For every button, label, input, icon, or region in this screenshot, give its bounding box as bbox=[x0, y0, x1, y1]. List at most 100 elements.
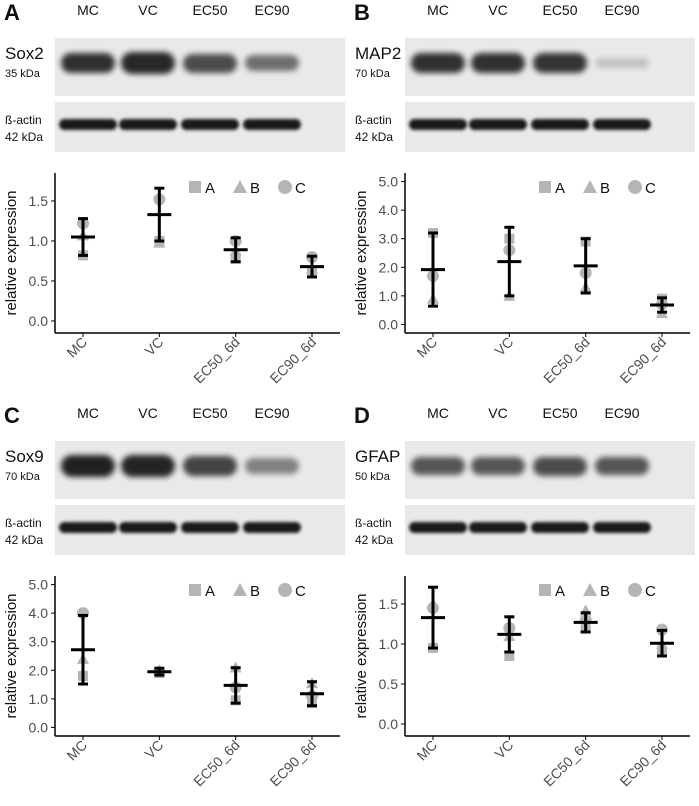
legend-triangle-icon bbox=[233, 180, 247, 193]
protein-band bbox=[245, 458, 299, 474]
protein-band bbox=[61, 455, 115, 477]
protein-band bbox=[183, 456, 237, 476]
expression-chart: 0.0 0.5 1.0 1.5 relative expression MC VC EC50_… bbox=[3, 173, 340, 387]
protein-label: Sox2 bbox=[5, 44, 44, 63]
x-tick-label: EC50_6d bbox=[190, 737, 243, 790]
lane-label: MC bbox=[77, 405, 99, 421]
actin-kda: 42 kDa bbox=[5, 130, 44, 144]
protein-band bbox=[595, 456, 649, 476]
expression-chart: 0.0 1.0 2.0 3.0 4.0 5.0 relative expression MC V… bbox=[3, 576, 340, 790]
actin-band bbox=[409, 119, 467, 130]
protein-label: Sox9 bbox=[5, 447, 44, 466]
actin-band bbox=[181, 119, 239, 130]
y-tick-label: 5.0 bbox=[379, 174, 399, 190]
y-tick-label: 0.0 bbox=[29, 313, 49, 329]
legend-triangle-icon bbox=[583, 583, 597, 596]
protein-kda: 35 kDa bbox=[5, 68, 40, 80]
actin-band bbox=[469, 522, 527, 533]
lane-label: VC bbox=[488, 405, 508, 421]
legend-circle-icon bbox=[278, 180, 292, 194]
panel-letter: B bbox=[354, 0, 370, 25]
legend-label: A bbox=[205, 583, 215, 600]
lane-label: EC50 bbox=[192, 2, 228, 18]
legend-label: C bbox=[645, 583, 656, 600]
x-tick-label: VC bbox=[141, 737, 166, 762]
legend-square-icon bbox=[539, 584, 551, 596]
actin-band bbox=[59, 119, 117, 130]
legend-label: C bbox=[295, 180, 306, 197]
actin-band bbox=[469, 119, 527, 130]
y-axis-label: relative expression bbox=[3, 190, 20, 315]
legend-circle-icon bbox=[628, 583, 642, 597]
lane-label: EC90 bbox=[604, 405, 640, 421]
y-tick-label: 2.0 bbox=[29, 662, 49, 678]
x-tick-label: VC bbox=[491, 737, 516, 762]
actin-label: ß-actin bbox=[5, 516, 42, 530]
protein-band bbox=[121, 455, 175, 477]
protein-label: GFAP bbox=[355, 447, 401, 466]
x-tick-label: MC bbox=[63, 737, 90, 764]
y-tick-label: 0.0 bbox=[379, 716, 399, 732]
protein-kda: 70 kDa bbox=[5, 471, 40, 483]
protein-band bbox=[183, 53, 237, 73]
actin-band bbox=[119, 522, 177, 533]
legend-label: C bbox=[295, 583, 306, 600]
actin-kda: 42 kDa bbox=[355, 533, 394, 547]
x-tick-label: VC bbox=[491, 334, 516, 359]
legend-square-icon bbox=[189, 584, 201, 596]
actin-band bbox=[243, 119, 301, 130]
protein-band bbox=[411, 52, 465, 74]
protein-band bbox=[533, 52, 587, 74]
legend-square-icon bbox=[539, 181, 551, 193]
lane-label: EC50 bbox=[542, 405, 578, 421]
lane-label: MC bbox=[427, 2, 449, 18]
legend-circle-icon bbox=[278, 583, 292, 597]
legend-triangle-icon bbox=[583, 180, 597, 193]
y-tick-label: 1.5 bbox=[29, 193, 49, 209]
legend-triangle-icon bbox=[233, 583, 247, 596]
y-tick-label: 0.0 bbox=[29, 719, 49, 735]
panel-a: A MC VC EC50 EC90 Sox2 35 kDa ß-actin 42 kDa 0.0 0… bbox=[0, 0, 349, 403]
legend-label: A bbox=[555, 180, 565, 197]
y-axis-label: relative expression bbox=[3, 593, 20, 718]
y-tick-label: 1.0 bbox=[379, 636, 399, 652]
actin-band bbox=[409, 522, 467, 533]
actin-kda: 42 kDa bbox=[5, 533, 44, 547]
legend-label: A bbox=[205, 180, 215, 197]
panel-b: B MC VC EC50 EC90 MAP2 70 kDa ß-actin 42 kDa 0.0 1… bbox=[350, 0, 699, 403]
y-tick-label: 4.0 bbox=[379, 202, 399, 218]
protein-kda: 70 kDa bbox=[355, 68, 390, 80]
protein-band bbox=[471, 456, 525, 476]
lane-label: MC bbox=[427, 405, 449, 421]
y-tick-label: 5.0 bbox=[29, 577, 49, 593]
actin-band bbox=[181, 522, 239, 533]
actin-band bbox=[59, 522, 117, 533]
expression-chart: 0.0 0.5 1.0 1.5 relative expression MC VC EC50_… bbox=[353, 576, 690, 790]
panel-d: D MC VC EC50 EC90 GFAP 50 kDa ß-actin 42 kDa 0.0 0… bbox=[350, 403, 699, 806]
lane-label: VC bbox=[138, 405, 158, 421]
legend-label: B bbox=[600, 583, 610, 600]
lane-label: EC50 bbox=[192, 405, 228, 421]
x-tick-label: EC90_6d bbox=[617, 737, 670, 790]
panel-letter: D bbox=[354, 403, 370, 428]
actin-band bbox=[531, 522, 589, 533]
y-tick-label: 2.0 bbox=[379, 259, 399, 275]
panel-c: C MC VC EC50 EC90 Sox9 70 kDa ß-actin 42 kDa 0.0 1… bbox=[0, 403, 349, 806]
lane-label: EC90 bbox=[254, 405, 290, 421]
y-tick-label: 3.0 bbox=[379, 231, 399, 247]
protein-band bbox=[121, 52, 175, 74]
x-tick-label: EC90_6d bbox=[267, 737, 320, 790]
lane-label: VC bbox=[488, 2, 508, 18]
expression-chart: 0.0 1.0 2.0 3.0 4.0 5.0 relative expression MC V… bbox=[353, 173, 690, 386]
legend-label: B bbox=[250, 180, 260, 197]
legend-label: A bbox=[555, 583, 565, 600]
x-tick-label: MC bbox=[413, 737, 440, 764]
x-tick-label: EC50_6d bbox=[540, 737, 593, 790]
y-tick-label: 4.0 bbox=[29, 605, 49, 621]
lane-label: MC bbox=[77, 2, 99, 18]
x-tick-label: EC90_6d bbox=[267, 334, 320, 387]
y-tick-label: 0.5 bbox=[379, 676, 399, 692]
actin-band bbox=[593, 119, 651, 130]
actin-band bbox=[593, 522, 651, 533]
point-a bbox=[504, 651, 515, 661]
